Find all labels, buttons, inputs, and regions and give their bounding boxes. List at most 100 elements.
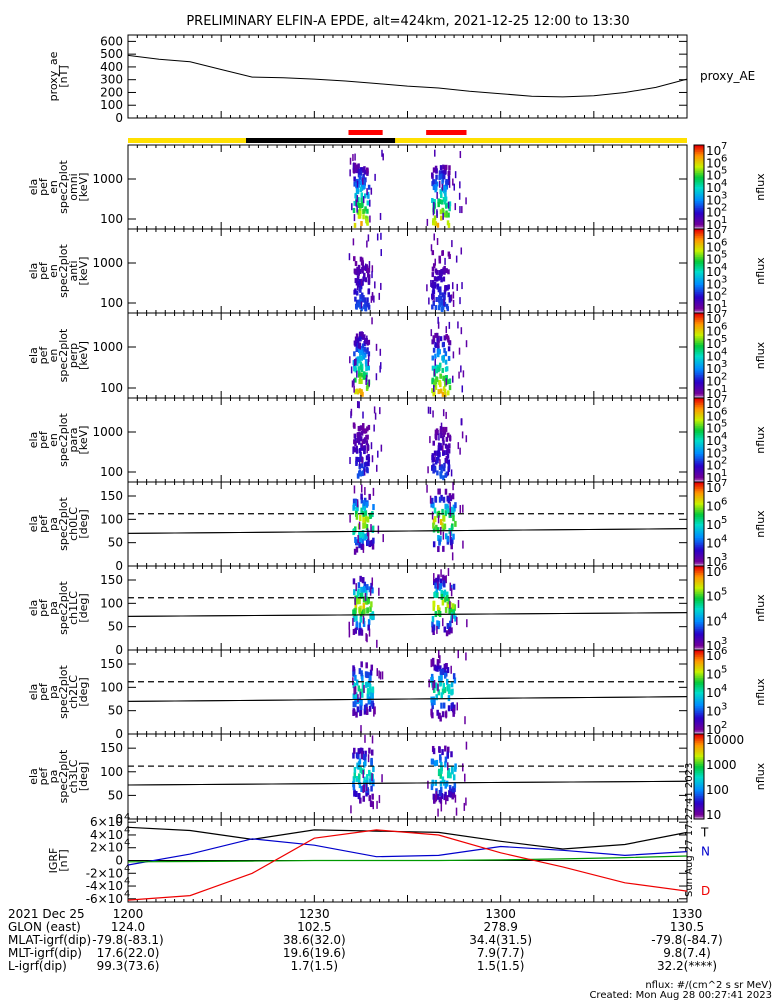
spectrogram-pixel — [433, 467, 437, 473]
colorbar-cell — [694, 503, 704, 506]
colorbar-cell — [694, 623, 704, 627]
pa-spectrogram-pixel — [356, 505, 359, 512]
pa-spectrogram-streak — [368, 628, 371, 637]
colorbar-cell — [694, 398, 704, 401]
colorbar-label: nflux — [754, 594, 767, 622]
pa-spectrogram-pixel — [365, 501, 369, 508]
pa-spectrogram-pixel — [364, 750, 367, 757]
spectrogram-pixel — [360, 355, 363, 361]
colorbar-tick-label: 10 — [706, 434, 721, 448]
spectrogram-pixel — [444, 192, 447, 198]
spectrogram-streak — [429, 407, 432, 415]
pa-spectrogram-pixel — [450, 703, 454, 710]
pa-spectrogram-pixel — [355, 546, 359, 553]
pa-spectrogram-pixel — [444, 488, 448, 495]
colorbar-cell — [694, 173, 704, 176]
y-tick-label: 0 — [115, 643, 123, 657]
pa-spectrogram-streak — [382, 534, 384, 543]
pa-spectrogram-pixel — [437, 689, 441, 696]
spectrogram-pixel — [448, 378, 452, 384]
spectrogram-streak — [457, 442, 460, 450]
pa-spectrogram-streak — [449, 531, 452, 540]
colorbar-cell — [694, 639, 704, 642]
colorbar-cell — [694, 385, 704, 388]
pa-spectrogram-pixel — [352, 784, 356, 791]
colorbar-tick-label: 10 — [706, 181, 721, 195]
spectrogram-streak — [436, 238, 439, 246]
colorbar-tick-label: 10 — [706, 705, 721, 719]
pa-spectrogram-pixel — [369, 669, 373, 676]
spectrogram-streak — [460, 247, 463, 255]
spectrogram-pixel — [442, 450, 445, 456]
colorbar-cell — [694, 267, 704, 270]
pa-spectrogram-pixel — [436, 793, 439, 800]
pa-spectrogram-pixel — [370, 749, 374, 756]
spectrogram-streak — [454, 171, 457, 179]
colorbar-tick-label: 10 — [706, 537, 721, 551]
colorbar-cell — [694, 794, 704, 797]
spectrogram-pixel — [359, 187, 363, 193]
spectrogram-streak — [351, 380, 354, 388]
spectrogram-pixel — [440, 433, 443, 439]
pa-spectrogram-pixel — [432, 600, 435, 607]
spectrogram-streak — [455, 255, 458, 263]
spectrogram-streak — [459, 181, 461, 189]
spectrogram-streak — [436, 191, 438, 199]
colorbar-cell — [694, 344, 704, 348]
panel-frame — [127, 481, 688, 567]
spectrogram-streak — [378, 292, 381, 300]
pa-spectrogram-streak — [365, 783, 368, 792]
colorbar-tick-label: 10 — [706, 555, 721, 569]
spectrogram-pixel — [437, 352, 440, 358]
colorbar-cell — [694, 454, 704, 457]
pa-spectrogram-pixel — [450, 689, 453, 696]
colorbar-cell — [694, 323, 704, 326]
colorbar-tick-label: 10 — [706, 277, 721, 291]
pa-spectrogram-streak — [366, 528, 369, 537]
pa-spectrogram-pixel — [355, 790, 358, 797]
colorbar-cell — [694, 443, 704, 446]
colorbar-cell — [694, 250, 704, 253]
colorbar-cell — [694, 248, 704, 251]
spectrogram-pixel — [356, 266, 359, 272]
colorbar-cell — [694, 567, 704, 571]
colorbar-cell — [694, 664, 704, 667]
colorbar-cell — [694, 431, 704, 434]
spectrogram-pixel — [447, 180, 450, 186]
spectrogram-pixel — [445, 375, 448, 381]
pa-spectrogram-pixel — [447, 497, 451, 504]
pa-spectrogram-pixel — [434, 682, 438, 689]
colorbar-cell — [694, 459, 704, 462]
pa-spectrogram-pixel — [432, 522, 435, 529]
spectrogram-streak — [349, 356, 351, 364]
colorbar-cell — [694, 585, 704, 588]
spectrogram-streak — [375, 343, 378, 351]
spectrogram-streak — [458, 371, 460, 379]
spectrogram-pixel — [446, 306, 450, 312]
pa-spectrogram-pixel — [450, 627, 453, 634]
spectrogram-pixel — [432, 285, 435, 291]
colorbar-tick-exponent: 6 — [721, 406, 727, 417]
spectrogram-pixel — [362, 354, 366, 360]
colorbar-tick-label: 10 — [706, 565, 721, 579]
pa-spectrogram-pixel — [360, 543, 364, 550]
pa-spectrogram-pixel — [363, 776, 366, 783]
pa-spectrogram-pixel — [358, 531, 362, 538]
spectrogram-pixel — [434, 221, 438, 227]
colorbar-cell — [694, 587, 704, 590]
pa-spectrogram-pixel — [358, 758, 362, 765]
pa-spectrogram-pixel — [440, 589, 443, 596]
ephemeris-value: 19.6(19.6) — [283, 946, 346, 960]
panel-ylabel: [deg] — [77, 593, 90, 622]
pa-spectrogram-pixel — [439, 578, 443, 585]
spectrogram-pixel — [436, 366, 440, 372]
colorbar-cell — [694, 725, 704, 728]
spectrogram-streak — [454, 203, 457, 211]
spectrogram-streak — [452, 178, 454, 186]
colorbar-cell — [694, 627, 704, 630]
spectrogram-pixel — [357, 203, 361, 209]
colorbar-cell — [694, 699, 704, 702]
colorbar-cell — [694, 274, 704, 277]
spectrogram-pixel — [358, 174, 362, 180]
spectrogram-pixel — [439, 165, 443, 171]
